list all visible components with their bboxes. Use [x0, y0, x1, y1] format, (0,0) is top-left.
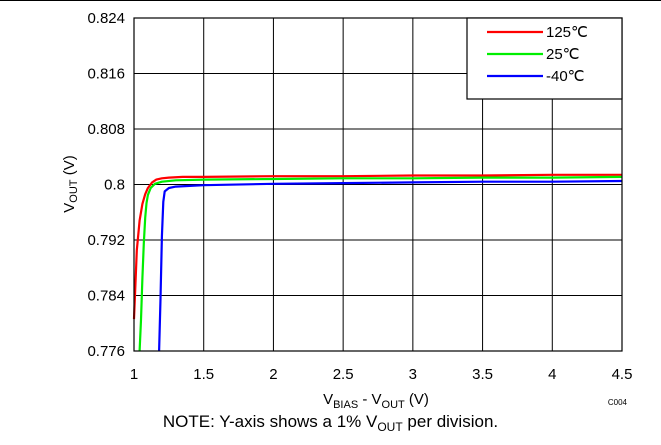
legend-label-1: 25℃	[546, 46, 580, 63]
x-tick-label: 4.5	[612, 366, 633, 383]
x-tick-label: 4	[548, 366, 556, 383]
chart: 1 1.5 2 2.5 3 3.5 4 4.5 0.776 0.784 0.792 0.8 0.808…	[61, 10, 633, 410]
x-tick-label: 1.5	[193, 366, 214, 383]
y-tick-labels: 0.776 0.784 0.792 0.8 0.808 0.816 0.824	[87, 10, 125, 360]
y-tick-label: 0.784	[87, 288, 125, 305]
figure-code: C004	[608, 398, 628, 407]
series-layer	[132, 173, 623, 352]
x-tick-label: 1	[130, 366, 138, 383]
y-tick-label: 0.808	[87, 121, 125, 138]
series-line-0	[132, 173, 622, 320]
x-axis-label: VBIAS - VOUT (V)	[323, 391, 429, 410]
x-tick-label: 3	[409, 366, 417, 383]
y-tick-label: 0.824	[87, 10, 125, 27]
y-tick-label: 0.776	[87, 343, 125, 360]
legend-label-2: -40℃	[546, 68, 585, 85]
x-tick-labels: 1 1.5 2 2.5 3 3.5 4 4.5	[130, 366, 633, 383]
plot-border	[133, 17, 623, 352]
y-axis-label: VOUT (V)	[61, 155, 80, 212]
x-tick-label: 2.5	[333, 366, 354, 383]
x-tick-label: 3.5	[472, 366, 493, 383]
figure-note: NOTE: Y-axis shows a 1% VOUT per divisio…	[162, 412, 499, 434]
legend-box	[466, 17, 623, 100]
legend-label-0: 125℃	[546, 24, 588, 41]
y-tick-label: 0.816	[87, 66, 125, 83]
y-tick-label: 0.792	[87, 232, 125, 249]
x-tick-label: 2	[269, 366, 277, 383]
series-line-2	[158, 179, 623, 352]
series-line-1	[138, 175, 623, 352]
legend: 125℃ 25℃ -40℃	[466, 17, 623, 100]
top-rule	[0, 0, 661, 1]
y-tick-label: 0.8	[104, 177, 125, 194]
plot-frame	[133, 17, 623, 352]
